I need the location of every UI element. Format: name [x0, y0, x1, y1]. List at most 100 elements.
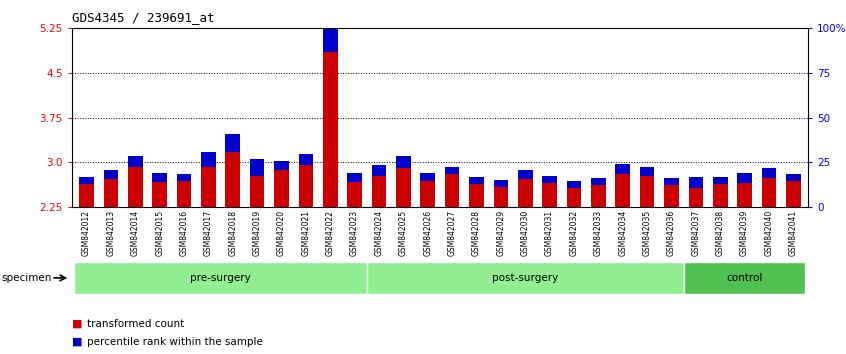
Bar [640, 176, 655, 207]
Bar [445, 174, 459, 207]
Text: GSM842040: GSM842040 [765, 210, 773, 256]
Bar [713, 177, 728, 184]
Bar [689, 177, 703, 188]
Text: GSM842041: GSM842041 [788, 210, 798, 256]
Bar [80, 177, 94, 184]
Bar [420, 182, 435, 207]
Bar [103, 170, 118, 179]
Bar [152, 182, 167, 207]
Bar [103, 179, 118, 207]
Bar [591, 185, 606, 207]
Bar [470, 177, 484, 184]
Bar [518, 179, 532, 207]
Text: transformed count: transformed count [87, 319, 184, 329]
Bar [274, 161, 288, 170]
Bar [225, 152, 240, 207]
Text: control: control [727, 273, 763, 283]
Bar [737, 183, 752, 207]
Bar [299, 154, 313, 165]
Bar [761, 168, 777, 178]
Bar [274, 170, 288, 207]
Text: GSM842012: GSM842012 [82, 210, 91, 256]
Bar [664, 185, 678, 207]
Text: GSM842014: GSM842014 [131, 210, 140, 256]
Text: GSM842025: GSM842025 [398, 210, 408, 256]
Bar [493, 180, 508, 187]
Bar [201, 152, 216, 167]
Text: GSM842039: GSM842039 [740, 210, 749, 256]
Bar [445, 167, 459, 174]
Text: GSM842034: GSM842034 [618, 210, 627, 256]
Text: GSM842029: GSM842029 [497, 210, 505, 256]
Bar [640, 167, 655, 176]
Bar [713, 184, 728, 207]
Bar [518, 170, 532, 179]
Bar [689, 188, 703, 207]
Text: ■: ■ [72, 337, 82, 347]
Text: GSM842017: GSM842017 [204, 210, 213, 256]
Text: GSM842036: GSM842036 [667, 210, 676, 256]
Bar [420, 172, 435, 182]
Text: GSM842027: GSM842027 [448, 210, 457, 256]
Bar [737, 172, 752, 183]
Bar [396, 156, 410, 169]
Bar [567, 188, 581, 207]
Text: GSM842026: GSM842026 [423, 210, 432, 256]
Text: GSM842035: GSM842035 [643, 210, 651, 256]
Text: GSM842019: GSM842019 [253, 210, 261, 256]
Bar [348, 173, 362, 182]
Bar [323, 0, 338, 52]
Text: GSM842021: GSM842021 [301, 210, 310, 256]
Bar [786, 182, 800, 207]
Bar [80, 184, 94, 207]
Text: GSM842020: GSM842020 [277, 210, 286, 256]
Bar [470, 184, 484, 207]
Bar [761, 178, 777, 207]
Bar [299, 165, 313, 207]
Bar [615, 164, 630, 174]
Bar [371, 165, 387, 176]
Bar [250, 176, 265, 207]
Bar [615, 174, 630, 207]
Bar [128, 156, 143, 167]
Bar [396, 169, 410, 207]
Bar [493, 187, 508, 207]
Bar [591, 178, 606, 185]
Text: GSM842031: GSM842031 [545, 210, 554, 256]
Text: GSM842038: GSM842038 [716, 210, 725, 256]
Text: GDS4345 / 239691_at: GDS4345 / 239691_at [72, 11, 214, 24]
Bar [542, 176, 557, 183]
Bar [684, 262, 805, 294]
Bar [225, 135, 240, 152]
Bar [371, 176, 387, 207]
Text: GSM842022: GSM842022 [326, 210, 335, 256]
Bar [152, 173, 167, 182]
Bar [177, 182, 191, 207]
Bar [250, 159, 265, 176]
Text: GSM842032: GSM842032 [569, 210, 579, 256]
Text: post-surgery: post-surgery [492, 273, 558, 283]
Text: GSM842024: GSM842024 [375, 210, 383, 256]
Text: GSM842013: GSM842013 [107, 210, 115, 256]
Text: percentile rank within the sample: percentile rank within the sample [87, 337, 263, 347]
Bar [664, 178, 678, 185]
Text: GSM842023: GSM842023 [350, 210, 359, 256]
Bar [567, 181, 581, 188]
Bar [542, 183, 557, 207]
Text: GSM842030: GSM842030 [521, 210, 530, 256]
Text: ■: ■ [72, 319, 82, 329]
Text: GSM842016: GSM842016 [179, 210, 189, 256]
Bar [201, 167, 216, 207]
Bar [177, 174, 191, 182]
Bar [367, 262, 684, 294]
Text: pre-surgery: pre-surgery [190, 273, 251, 283]
Text: specimen: specimen [2, 273, 52, 283]
Bar [323, 52, 338, 207]
Bar [786, 174, 800, 182]
Bar [74, 262, 367, 294]
Text: GSM842015: GSM842015 [155, 210, 164, 256]
Text: GSM842037: GSM842037 [691, 210, 700, 256]
Text: GSM842033: GSM842033 [594, 210, 603, 256]
Text: GSM842028: GSM842028 [472, 210, 481, 256]
Bar [348, 182, 362, 207]
